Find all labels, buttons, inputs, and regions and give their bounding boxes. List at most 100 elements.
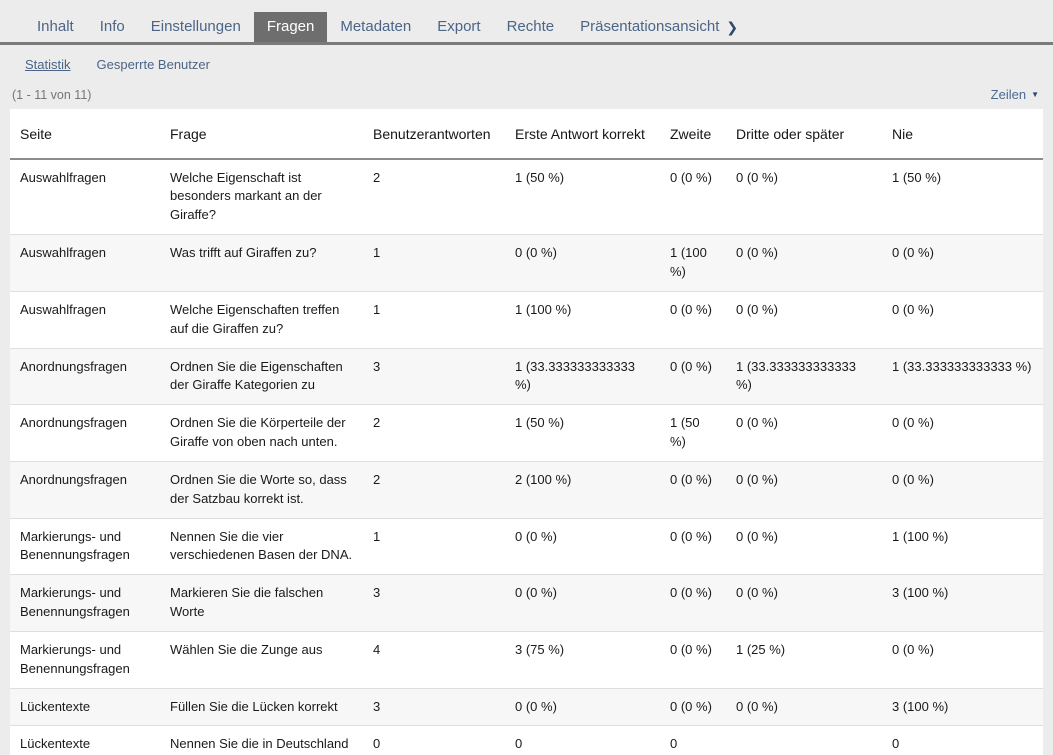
- table-cell: 0 (0 %): [726, 575, 882, 632]
- table-cell: 0 (0 %): [726, 518, 882, 575]
- tab-inhalt[interactable]: Inhalt: [24, 12, 87, 42]
- table-cell: 1 (33.333333333333 %): [882, 348, 1043, 405]
- table-cell: Markierungs- und Benennungsfragen: [10, 631, 160, 688]
- column-header-5: Zweite: [660, 109, 726, 159]
- table-cell: Markierungs- und Benennungsfragen: [10, 518, 160, 575]
- tab-einstellungen[interactable]: Einstellungen: [138, 12, 254, 42]
- table-cell: 2: [363, 159, 505, 235]
- table-row: Markierungs- und BenennungsfragenMarkier…: [10, 575, 1043, 632]
- table-cell: Auswahlfragen: [10, 291, 160, 348]
- tab-label: Rechte: [507, 18, 555, 35]
- table-cell: 0 (0 %): [505, 518, 660, 575]
- table-cell: 1 (50 %): [882, 159, 1043, 235]
- table-body: AuswahlfragenWelche Eigenschaft ist beso…: [10, 159, 1043, 755]
- table-cell: 3 (100 %): [882, 575, 1043, 632]
- table-cell: Ordnen Sie die Eigenschaften der Giraffe…: [160, 348, 363, 405]
- statistics-table: SeiteFrageBenutzerantwortenErste Antwort…: [10, 109, 1043, 755]
- table-cell: 0: [505, 726, 660, 755]
- table-cell: 0 (0 %): [660, 575, 726, 632]
- table-cell: 0 (0 %): [505, 235, 660, 292]
- tab-metadaten[interactable]: Metadaten: [327, 12, 424, 42]
- table-row: AnordnungsfragenOrdnen Sie die Eigenscha…: [10, 348, 1043, 405]
- rows-dropdown-label: Zeilen: [991, 87, 1026, 102]
- tab-praesentationsansicht[interactable]: Präsentationsansicht ❯: [567, 12, 751, 42]
- table-cell: 0 (0 %): [505, 575, 660, 632]
- table-cell: 0 (0 %): [726, 235, 882, 292]
- subtab-statistik[interactable]: Statistik: [25, 57, 71, 81]
- tab-label: Präsentationsansicht: [580, 18, 719, 35]
- table-cell: 0 (0 %): [726, 688, 882, 726]
- table-cell: 0 (0 %): [726, 291, 882, 348]
- table-cell: 0 (0 %): [882, 461, 1043, 518]
- tab-rechte[interactable]: Rechte: [494, 12, 568, 42]
- table-cell: 1 (50 %): [660, 405, 726, 462]
- table-row: Markierungs- und BenennungsfragenNennen …: [10, 518, 1043, 575]
- table-row: Markierungs- und BenennungsfragenWählen …: [10, 631, 1043, 688]
- table-cell: 2: [363, 461, 505, 518]
- table-cell: Anordnungsfragen: [10, 348, 160, 405]
- table-cell: 1: [363, 518, 505, 575]
- table-cell: Ordnen Sie die Worte so, dass der Satzba…: [160, 461, 363, 518]
- table-cell: Anordnungsfragen: [10, 461, 160, 518]
- table-cell: Anordnungsfragen: [10, 405, 160, 462]
- table-cell: 1 (50 %): [505, 159, 660, 235]
- table-cell: Wählen Sie die Zunge aus: [160, 631, 363, 688]
- table-cell: 1 (50 %): [505, 405, 660, 462]
- tab-label: Export: [437, 18, 480, 35]
- table-cell: 1: [363, 291, 505, 348]
- chevron-right-icon: ❯: [726, 20, 738, 34]
- subtab-bar: Statistik Gesperrte Benutzer: [0, 45, 1053, 81]
- table-cell: Füllen Sie die Lücken korrekt: [160, 688, 363, 726]
- table-cell: Lückentexte: [10, 726, 160, 755]
- table-header: SeiteFrageBenutzerantwortenErste Antwort…: [10, 109, 1043, 159]
- table-header-row: SeiteFrageBenutzerantwortenErste Antwort…: [10, 109, 1043, 159]
- tab-fragen[interactable]: Fragen: [254, 12, 328, 42]
- table-cell: 1 (25 %): [726, 631, 882, 688]
- table-cell: 1 (33.333333333333 %): [505, 348, 660, 405]
- subtab-gesperrte-benutzer[interactable]: Gesperrte Benutzer: [97, 57, 210, 81]
- table-cell: Welche Eigenschaften treffen auf die Gir…: [160, 291, 363, 348]
- table-cell: Nennen Sie die in Deutschland häufigste …: [160, 726, 363, 755]
- table-cell: 0 (0 %): [882, 405, 1043, 462]
- table-cell: 0 (0 %): [882, 291, 1043, 348]
- table-cell: 1 (100 %): [505, 291, 660, 348]
- tab-label: Fragen: [267, 18, 315, 35]
- table-cell: 1 (33.333333333333 %): [726, 348, 882, 405]
- tab-label: Info: [100, 18, 125, 35]
- table-cell: Ordnen Sie die Körperteile der Giraffe v…: [160, 405, 363, 462]
- table-cell: [726, 726, 882, 755]
- table-row: AnordnungsfragenOrdnen Sie die Körpertei…: [10, 405, 1043, 462]
- table-cell: 0 (0 %): [726, 461, 882, 518]
- main-content: (1 - 11 von 11) Zeilen ▼ SeiteFrageBenut…: [0, 81, 1053, 755]
- tab-bar: Inhalt Info Einstellungen Fragen Metadaten Ex…: [0, 0, 1053, 45]
- table-cell: 0 (0 %): [882, 631, 1043, 688]
- rows-dropdown[interactable]: Zeilen ▼: [991, 87, 1041, 102]
- column-header-4: Erste Antwort korrekt: [505, 109, 660, 159]
- column-header-7: Nie: [882, 109, 1043, 159]
- pagination-info-top: (1 - 11 von 11): [12, 88, 91, 102]
- table-cell: 0: [363, 726, 505, 755]
- table-row: LückentexteNennen Sie die in Deutschland…: [10, 726, 1043, 755]
- table-cell: 0: [882, 726, 1043, 755]
- column-header-2: Frage: [160, 109, 363, 159]
- table-topbar: (1 - 11 von 11) Zeilen ▼: [10, 81, 1043, 109]
- table-row: AuswahlfragenWas trifft auf Giraffen zu?…: [10, 235, 1043, 292]
- tab-label: Metadaten: [340, 18, 411, 35]
- caret-down-icon: ▼: [1031, 91, 1039, 99]
- table-cell: Welche Eigenschaft ist besonders markant…: [160, 159, 363, 235]
- tab-label: Inhalt: [37, 18, 74, 35]
- column-header-3: Benutzerantworten: [363, 109, 505, 159]
- tab-export[interactable]: Export: [424, 12, 493, 42]
- table-cell: 0: [660, 726, 726, 755]
- table-row: AuswahlfragenWelche Eigenschaft ist beso…: [10, 159, 1043, 235]
- table-cell: 0 (0 %): [726, 159, 882, 235]
- tab-info[interactable]: Info: [87, 12, 138, 42]
- table-cell: 4: [363, 631, 505, 688]
- table-cell: 1 (100 %): [660, 235, 726, 292]
- table-cell: 0 (0 %): [882, 235, 1043, 292]
- table-cell: 0 (0 %): [660, 461, 726, 518]
- table-row: LückentexteFüllen Sie die Lücken korrekt…: [10, 688, 1043, 726]
- table-cell: 3: [363, 575, 505, 632]
- table-cell: 0 (0 %): [660, 688, 726, 726]
- table-cell: Markierungs- und Benennungsfragen: [10, 575, 160, 632]
